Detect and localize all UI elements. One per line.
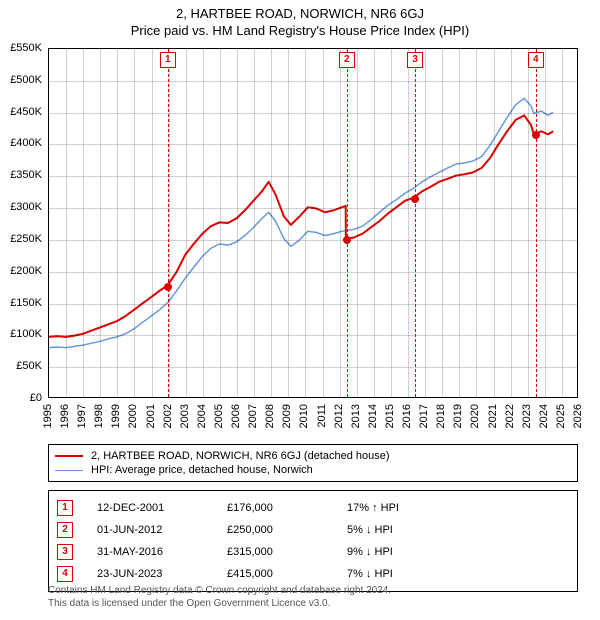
- sale-date: 31-MAY-2016: [97, 546, 227, 558]
- sale-price: £176,000: [227, 502, 347, 514]
- y-tick-label: £450K: [10, 106, 42, 118]
- event-line: [536, 49, 537, 397]
- x-tick-label: 2011: [316, 404, 328, 428]
- plot-area: 1 2 3 4: [48, 48, 578, 398]
- y-tick-label: £100K: [10, 328, 42, 340]
- legend-label: 2, HARTBEE ROAD, NORWICH, NR6 6GJ (detac…: [91, 450, 390, 462]
- x-tick-label: 2022: [504, 404, 516, 428]
- page-title: 2, HARTBEE ROAD, NORWICH, NR6 6GJ: [0, 6, 600, 21]
- x-axis-labels: 1995199619971998199920002001200220032004…: [48, 400, 578, 446]
- sale-index-box: 2: [57, 522, 73, 538]
- sale-index-box: 1: [57, 500, 73, 516]
- y-tick-label: £500K: [10, 74, 42, 86]
- event-line: [347, 49, 348, 397]
- x-tick-label: 2001: [145, 404, 157, 428]
- y-tick-label: £0: [30, 392, 42, 404]
- y-axis-labels: £0£50K£100K£150K£200K£250K£300K£350K£400…: [0, 48, 46, 398]
- legend: 2, HARTBEE ROAD, NORWICH, NR6 6GJ (detac…: [48, 444, 578, 482]
- x-tick-label: 2025: [555, 404, 567, 428]
- y-tick-label: £300K: [10, 201, 42, 213]
- x-tick-label: 2009: [281, 404, 293, 428]
- chart-marker-dot: [164, 283, 172, 291]
- sale-price: £250,000: [227, 524, 347, 536]
- series-hpi: [49, 98, 553, 347]
- x-tick-label: 2014: [367, 404, 379, 428]
- chart-marker-dot: [532, 131, 540, 139]
- sale-row: 3 31-MAY-2016£315,0009% ↓ HPI: [57, 541, 569, 563]
- x-tick-label: 2005: [213, 404, 225, 428]
- y-tick-label: £350K: [10, 169, 42, 181]
- chart: 1 2 3 4: [48, 48, 578, 398]
- x-tick-label: 2018: [435, 404, 447, 428]
- chart-marker-dot: [343, 236, 351, 244]
- x-tick-label: 1998: [93, 404, 105, 428]
- x-tick-label: 2008: [264, 404, 276, 428]
- sale-diff: 5% ↓ HPI: [347, 524, 569, 536]
- sale-date: 23-JUN-2023: [97, 568, 227, 580]
- sale-date: 12-DEC-2001: [97, 502, 227, 514]
- y-tick-label: £550K: [10, 42, 42, 54]
- y-tick-label: £150K: [10, 297, 42, 309]
- x-tick-label: 1999: [110, 404, 122, 428]
- y-tick-label: £50K: [16, 360, 42, 372]
- x-tick-label: 2019: [452, 404, 464, 428]
- x-tick-label: 2012: [333, 404, 345, 428]
- sales-table: 1 12-DEC-2001£176,00017% ↑ HPI 2 01-JUN-201…: [48, 490, 578, 592]
- sale-index-box: 3: [57, 544, 73, 560]
- chart-marker-box: 1: [160, 52, 176, 68]
- footnote-line-1: Contains HM Land Registry data © Crown c…: [48, 584, 578, 597]
- sale-diff: 7% ↓ HPI: [347, 568, 569, 580]
- chart-marker-box: 2: [339, 52, 355, 68]
- chart-marker-box: 3: [407, 52, 423, 68]
- sale-price: £315,000: [227, 546, 347, 558]
- sale-row: 4 23-JUN-2023£415,0007% ↓ HPI: [57, 563, 569, 585]
- legend-row: 2, HARTBEE ROAD, NORWICH, NR6 6GJ (detac…: [55, 449, 571, 463]
- x-tick-label: 1995: [42, 404, 54, 428]
- page-subtitle: Price paid vs. HM Land Registry's House …: [0, 23, 600, 38]
- legend-swatch: [55, 470, 83, 471]
- x-tick-label: 2000: [127, 404, 139, 428]
- y-tick-label: £250K: [10, 233, 42, 245]
- legend-swatch: [55, 455, 83, 457]
- footnote-line-2: This data is licensed under the Open Gov…: [48, 597, 578, 610]
- x-tick-label: 1997: [76, 404, 88, 428]
- x-tick-label: 2024: [538, 404, 550, 428]
- x-tick-label: 2002: [162, 404, 174, 428]
- x-tick-label: 2004: [196, 404, 208, 428]
- legend-label: HPI: Average price, detached house, Norw…: [91, 464, 313, 476]
- x-tick-label: 2006: [230, 404, 242, 428]
- x-tick-label: 2020: [469, 404, 481, 428]
- x-tick-label: 2003: [179, 404, 191, 428]
- x-tick-label: 2016: [401, 404, 413, 428]
- x-tick-label: 2023: [521, 404, 533, 428]
- x-tick-label: 2026: [572, 404, 584, 428]
- event-line: [415, 49, 416, 397]
- x-tick-label: 2013: [350, 404, 362, 428]
- x-tick-label: 2017: [418, 404, 430, 428]
- sale-price: £415,000: [227, 568, 347, 580]
- x-tick-label: 2015: [384, 404, 396, 428]
- legend-row: HPI: Average price, detached house, Norw…: [55, 463, 571, 477]
- x-tick-label: 2021: [487, 404, 499, 428]
- sale-diff: 9% ↓ HPI: [347, 546, 569, 558]
- sale-date: 01-JUN-2012: [97, 524, 227, 536]
- sale-index-box: 4: [57, 566, 73, 582]
- x-tick-label: 2007: [247, 404, 259, 428]
- x-tick-label: 1996: [59, 404, 71, 428]
- x-tick-label: 2010: [298, 404, 310, 428]
- footnote: Contains HM Land Registry data © Crown c…: [48, 584, 578, 610]
- sale-diff: 17% ↑ HPI: [347, 502, 569, 514]
- chart-marker-box: 4: [528, 52, 544, 68]
- series-svg: [49, 49, 577, 397]
- y-tick-label: £200K: [10, 265, 42, 277]
- y-tick-label: £400K: [10, 137, 42, 149]
- event-line: [168, 49, 169, 397]
- chart-marker-dot: [411, 195, 419, 203]
- sale-row: 1 12-DEC-2001£176,00017% ↑ HPI: [57, 497, 569, 519]
- sale-row: 2 01-JUN-2012£250,0005% ↓ HPI: [57, 519, 569, 541]
